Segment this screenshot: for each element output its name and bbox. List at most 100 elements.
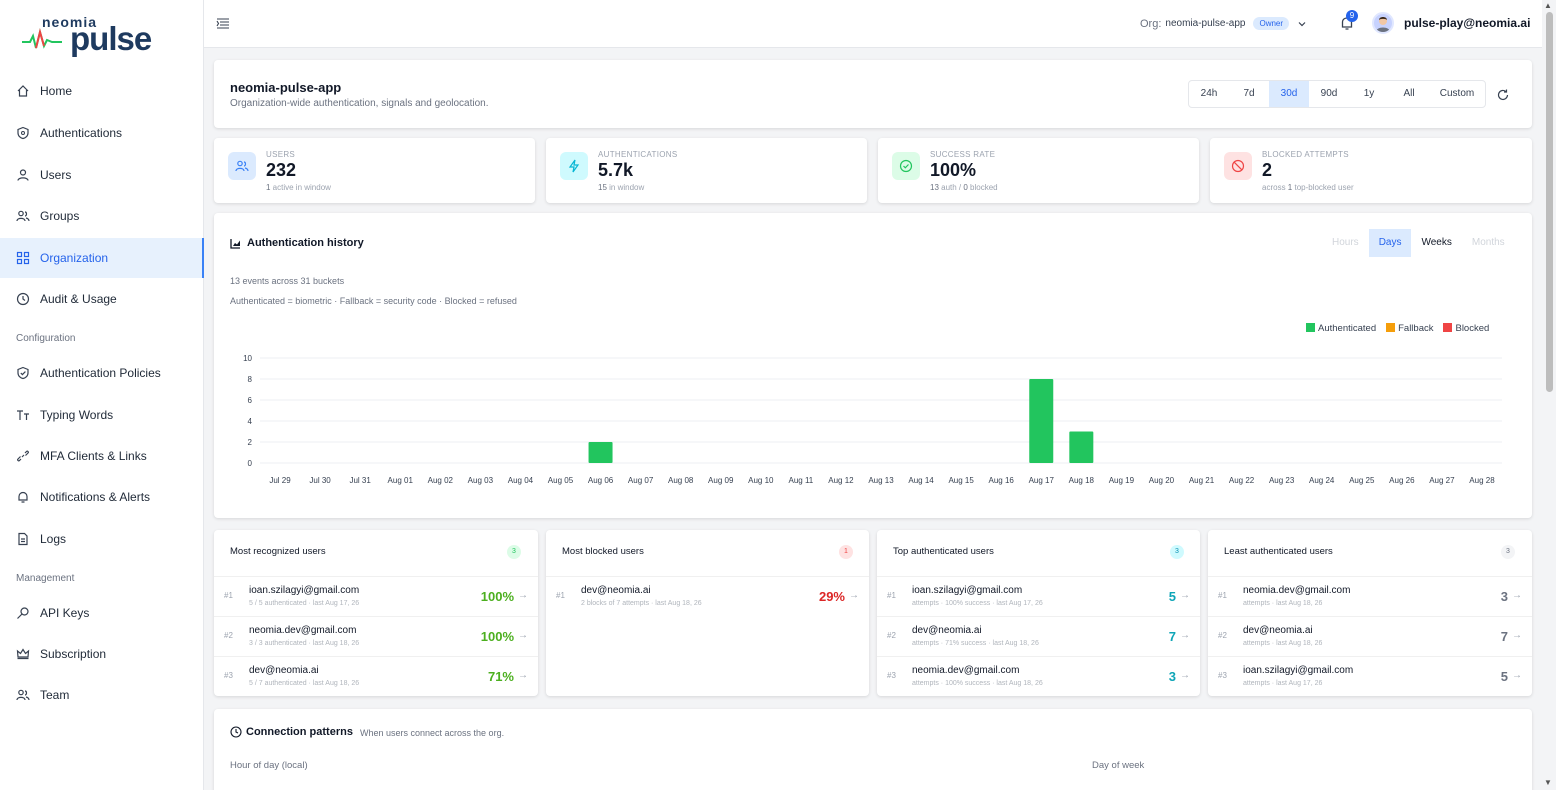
bar-authenticated[interactable] xyxy=(1029,379,1054,463)
list-item[interactable]: #1 dev@neomia.ai 2 blocks of 7 attempts … xyxy=(546,576,869,616)
range-30d[interactable]: 30d xyxy=(1269,81,1309,107)
legend-fallback[interactable]: Fallback xyxy=(1386,323,1433,334)
menu-toggle-icon[interactable] xyxy=(216,16,230,30)
row-value: 100% xyxy=(480,589,514,604)
gran-hours[interactable]: Hours xyxy=(1332,237,1359,248)
org-switcher[interactable]: Org: neomia-pulse-app Owner xyxy=(1140,17,1307,30)
bar-authenticated[interactable] xyxy=(588,442,613,463)
user-email[interactable]: pulse-play@neomia.ai xyxy=(1404,16,1531,30)
user-email: neomia.dev@gmail.com xyxy=(912,665,1020,676)
scrollbar-thumb[interactable] xyxy=(1546,12,1553,392)
x-tick-label: Jul 30 xyxy=(309,476,331,485)
sidebar-item-authentications[interactable]: Authentications xyxy=(0,113,204,153)
sidebar-item-team[interactable]: Team xyxy=(0,675,204,715)
list-item[interactable]: #1 ioan.szilagyi@gmail.com attempts · 10… xyxy=(877,576,1200,616)
stat-card-success-rate: SUCCESS RATE 100% 13 auth / 0 blocked xyxy=(878,138,1199,203)
range-90d[interactable]: 90d xyxy=(1320,88,1338,99)
sidebar-item-typing-words[interactable]: Typing Words xyxy=(0,395,204,435)
logo-main-text: pulse xyxy=(70,20,152,57)
most-recognized-card: Most recognized users 3 #1 ioan.szilagyi… xyxy=(214,530,538,696)
sidebar-item-organization[interactable]: Organization xyxy=(0,238,204,278)
sidebar-item-mfa-clients[interactable]: MFA Clients & Links xyxy=(0,436,204,476)
gran-days[interactable]: Days xyxy=(1368,229,1412,257)
legend-blocked[interactable]: Blocked xyxy=(1443,323,1489,334)
row-value: 7 xyxy=(1168,629,1176,644)
range-custom[interactable]: Custom xyxy=(1439,88,1475,99)
sidebar-item-audit-usage[interactable]: Audit & Usage xyxy=(0,279,204,319)
list-item[interactable]: #1 neomia.dev@gmail.com attempts · last … xyxy=(1208,576,1532,616)
arrow-right-icon: → xyxy=(1512,590,1522,601)
y-tick-label: 6 xyxy=(248,396,253,405)
stat-sub-count-blocked: 0 xyxy=(963,183,968,192)
list-item[interactable]: #3 dev@neomia.ai 5 / 7 authenticated · l… xyxy=(214,656,538,696)
gran-weeks[interactable]: Weeks xyxy=(1421,237,1452,248)
row-meta: 5 / 5 authenticated · last Aug 17, 26 xyxy=(249,600,360,607)
sidebar-item-users[interactable]: Users xyxy=(0,155,204,195)
scroll-up-arrow-icon[interactable]: ▲ xyxy=(1544,1,1552,10)
rank: #3 xyxy=(887,671,896,680)
gran-months[interactable]: Months xyxy=(1471,237,1505,248)
list-item[interactable]: #2 dev@neomia.ai attempts · 71% success … xyxy=(877,616,1200,656)
scroll-down-arrow-icon[interactable]: ▼ xyxy=(1544,778,1552,787)
org-name: neomia-pulse-app xyxy=(1165,18,1246,29)
arrow-right-icon: → xyxy=(1180,590,1190,601)
x-tick-label: Aug 24 xyxy=(1309,476,1335,485)
user-email: dev@neomia.ai xyxy=(249,665,319,676)
list-item[interactable]: #1 ioan.szilagyi@gmail.com 5 / 5 authent… xyxy=(214,576,538,616)
x-tick-label: Jul 31 xyxy=(349,476,371,485)
sidebar-item-groups[interactable]: Groups xyxy=(0,196,204,236)
authentication-history-card: Authentication history Hours Days Weeks … xyxy=(214,213,1532,518)
sidebar-item-home[interactable]: Home xyxy=(0,71,204,111)
x-tick-label: Aug 28 xyxy=(1469,476,1495,485)
list-item[interactable]: #3 ioan.szilagyi@gmail.com attempts · la… xyxy=(1208,656,1532,696)
granularity-selector: Hours Days Weeks Months xyxy=(1322,229,1515,257)
range-7d[interactable]: 7d xyxy=(1243,88,1255,99)
stat-sub-text-blocked: blocked xyxy=(967,183,998,192)
sidebar-item-label: Users xyxy=(40,168,72,182)
y-tick-label: 4 xyxy=(248,417,253,426)
stat-sub-text: in window xyxy=(606,183,645,192)
stat-sub: across 1 top-blocked user xyxy=(1262,183,1354,192)
sidebar-item-authentication-policies[interactable]: Authentication Policies xyxy=(0,353,204,393)
row-value: 3 xyxy=(1500,589,1508,604)
list-item[interactable]: #3 neomia.dev@gmail.com attempts · 100% … xyxy=(877,656,1200,696)
stat-sub-text: auth / xyxy=(938,183,964,192)
sidebar-item-logs[interactable]: Logs xyxy=(0,519,204,559)
rank: #2 xyxy=(224,631,233,640)
avatar[interactable] xyxy=(1372,12,1394,34)
role-badge: Owner xyxy=(1253,17,1290,30)
sidebar-item-subscription[interactable]: Subscription xyxy=(0,634,204,674)
section-configuration: Configuration xyxy=(16,333,76,344)
sidebar-item-label: Authentications xyxy=(40,126,123,140)
list-item[interactable]: #2 dev@neomia.ai attempts · last Aug 18,… xyxy=(1208,616,1532,656)
row-value: 3 xyxy=(1168,669,1176,684)
home-icon xyxy=(16,84,30,98)
stat-card-blocked-attempts: BLOCKED ATTEMPTS 2 across 1 top-blocked … xyxy=(1210,138,1532,203)
sidebar-item-label: Groups xyxy=(40,209,80,223)
range-1y[interactable]: 1y xyxy=(1363,88,1375,99)
row-meta: attempts · 100% success · last Aug 18, 2… xyxy=(912,680,1043,687)
list-count-badge: 3 xyxy=(1501,545,1515,559)
range-all[interactable]: All xyxy=(1403,88,1415,99)
legend-swatch xyxy=(1386,323,1396,332)
x-tick-label: Aug 17 xyxy=(1029,476,1055,485)
x-tick-label: Jul 29 xyxy=(269,476,291,485)
team-icon xyxy=(16,688,30,702)
sidebar-item-label: Organization xyxy=(40,251,109,265)
brand-logo[interactable]: neomia pulse xyxy=(22,14,152,58)
x-tick-label: Aug 03 xyxy=(468,476,494,485)
sidebar-item-api-keys[interactable]: API Keys xyxy=(0,593,204,633)
legend-authenticated[interactable]: Authenticated xyxy=(1306,323,1376,334)
bar-authenticated[interactable] xyxy=(1069,431,1094,464)
refresh-icon[interactable] xyxy=(1496,88,1510,102)
legend-label: Fallback xyxy=(1398,323,1434,334)
chart-title: Authentication history xyxy=(230,237,364,249)
key-icon xyxy=(16,606,30,620)
row-value: 7 xyxy=(1500,629,1508,644)
rank: #3 xyxy=(1218,671,1227,680)
x-tick-label: Aug 25 xyxy=(1349,476,1375,485)
list-item[interactable]: #2 neomia.dev@gmail.com 3 / 3 authentica… xyxy=(214,616,538,656)
x-tick-label: Aug 08 xyxy=(668,476,694,485)
range-24h[interactable]: 24h xyxy=(1200,88,1218,99)
sidebar-item-notifications[interactable]: Notifications & Alerts xyxy=(0,477,204,517)
